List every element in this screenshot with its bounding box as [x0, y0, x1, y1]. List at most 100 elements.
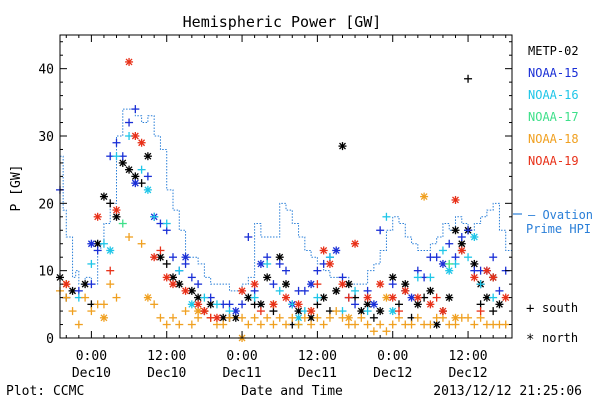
- data-point-noaa-19-north: [62, 280, 71, 289]
- data-point-noaa-15-south: [413, 266, 422, 275]
- data-point-noaa-19-north: [238, 286, 247, 295]
- data-point-noaa-19-north: [307, 307, 316, 316]
- data-point-metp-02-north: [338, 142, 347, 151]
- data-point-noaa-16-south: [112, 152, 121, 161]
- data-point-noaa-18-south: [388, 320, 397, 329]
- data-point-noaa-15-south: [363, 286, 372, 295]
- data-point-noaa-19-north: [482, 266, 491, 275]
- y-tick-label: 30: [38, 130, 54, 145]
- data-point-noaa-18-south: [187, 320, 196, 329]
- legend-noaa-18: NOAA-18: [528, 132, 579, 146]
- data-point-noaa-19-north: [457, 246, 466, 255]
- data-point-noaa-18-north: [451, 313, 460, 322]
- data-point-noaa-18-south: [357, 313, 366, 322]
- data-point-noaa-17-south: [445, 259, 454, 268]
- data-point-noaa-16-north: [388, 307, 397, 316]
- y-tick-label: 40: [38, 63, 54, 78]
- data-point-noaa-15-south: [313, 266, 322, 275]
- data-point-metp-02-north: [457, 239, 466, 248]
- legend-noaa-19: NOAA-19: [528, 154, 579, 168]
- data-point-noaa-19-north: [489, 273, 498, 282]
- data-point-noaa-15-north: [256, 259, 265, 268]
- data-point-noaa-18-south: [263, 313, 272, 322]
- data-point-noaa-15-south: [282, 266, 290, 275]
- data-point-noaa-15-south: [432, 253, 441, 262]
- data-point-metp-02-north: [131, 172, 140, 181]
- data-point-noaa-15-south: [238, 300, 247, 309]
- data-point-metp-02-north: [169, 273, 177, 282]
- data-point-noaa-16-south: [489, 293, 498, 302]
- data-point-metp-02-south: [313, 300, 322, 309]
- data-point-noaa-19-north: [376, 280, 385, 289]
- data-point-noaa-16-north: [445, 266, 454, 275]
- data-point-noaa-19-south: [313, 280, 322, 289]
- data-point-noaa-19-north: [93, 212, 102, 221]
- data-point-noaa-19-north: [388, 293, 397, 302]
- data-point-noaa-15-south: [300, 286, 309, 295]
- data-point-noaa-19-north: [319, 246, 328, 255]
- data-point-noaa-15-north: [181, 253, 190, 262]
- data-point-noaa-15-south: [194, 280, 203, 289]
- data-point-noaa-15-south: [125, 118, 134, 127]
- data-point-metp-02-north: [376, 307, 385, 316]
- legend-south-symbol: +: [526, 301, 534, 317]
- data-point-noaa-18-north: [99, 313, 108, 322]
- data-point-noaa-15-south: [489, 253, 498, 262]
- data-point-metp-02-north: [451, 226, 460, 235]
- data-point-metp-02-north: [470, 259, 479, 268]
- data-point-noaa-19-south: [432, 293, 441, 302]
- data-point-noaa-15-north: [332, 246, 341, 255]
- data-point-noaa-15-north: [131, 179, 140, 188]
- data-point-noaa-19-north: [363, 293, 372, 302]
- data-point-noaa-19-north: [162, 273, 171, 282]
- data-point-noaa-19-north: [194, 300, 203, 309]
- data-point-noaa-18-south: [470, 320, 479, 329]
- data-point-noaa-15-north: [407, 293, 416, 302]
- data-point-metp-02-north: [263, 273, 272, 282]
- x-tick-date-label: Dec11: [222, 366, 261, 381]
- data-point-noaa-15-south: [87, 280, 96, 289]
- data-point-noaa-19-north: [181, 286, 190, 295]
- data-point-noaa-18-south: [225, 313, 234, 322]
- data-point-noaa-16-south: [438, 246, 447, 255]
- data-point-noaa-18-south: [112, 293, 121, 302]
- data-point-noaa-19-north: [125, 57, 134, 66]
- data-point-noaa-18-north: [194, 307, 203, 316]
- footer-left: Plot: CCMC: [6, 384, 84, 399]
- data-point-noaa-19-north: [438, 307, 447, 316]
- data-point-noaa-15-south: [112, 138, 121, 147]
- legend: — Ovation Prime HPI + south * north METP…: [513, 44, 593, 348]
- data-point-noaa-17-south: [118, 219, 127, 228]
- data-point-noaa-18-north: [143, 293, 152, 302]
- data-point-noaa-19-north: [150, 253, 159, 262]
- data-point-metp-02-north: [426, 286, 435, 295]
- x-tick-time-label: 12:00: [448, 349, 487, 364]
- data-point-noaa-18-south: [194, 313, 203, 322]
- data-point-noaa-19-north: [169, 280, 177, 289]
- data-point-noaa-16-south: [175, 266, 184, 275]
- legend-ovation-line2: Prime HPI: [526, 222, 591, 236]
- data-point-metp-02-south: [489, 307, 498, 316]
- data-point-noaa-16-south: [426, 273, 435, 282]
- data-point-noaa-16-south: [225, 307, 234, 316]
- data-point-noaa-16-south: [382, 212, 391, 221]
- data-point-noaa-18-south: [476, 313, 485, 322]
- data-point-metp-02-north: [445, 293, 454, 302]
- data-point-noaa-16-south: [212, 300, 221, 309]
- data-point-noaa-15-south: [263, 253, 272, 262]
- data-point-noaa-18-south: [351, 320, 360, 329]
- data-point-noaa-16-south: [351, 286, 360, 295]
- data-point-noaa-19-north: [250, 280, 259, 289]
- data-point-metp-02-north: [401, 280, 410, 289]
- data-point-noaa-16-south: [200, 293, 209, 302]
- data-point-noaa-15-south: [181, 259, 190, 268]
- data-point-noaa-15-south: [275, 259, 284, 268]
- data-point-noaa-18-south: [395, 313, 403, 322]
- data-point-metp-02-north: [112, 212, 121, 221]
- data-point-noaa-18-south: [382, 327, 391, 336]
- data-point-noaa-19-north: [269, 300, 278, 309]
- data-point-noaa-16-south: [99, 239, 108, 248]
- data-point-noaa-16-south: [162, 219, 171, 228]
- data-point-noaa-15-south: [162, 226, 171, 235]
- data-point-noaa-19-south: [344, 293, 353, 302]
